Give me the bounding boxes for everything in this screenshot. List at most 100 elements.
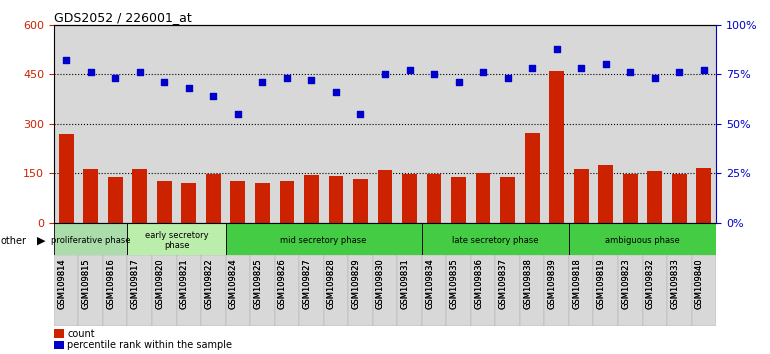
Bar xyxy=(226,223,422,258)
Text: GSM109826: GSM109826 xyxy=(278,258,287,309)
Point xyxy=(575,65,588,71)
Point xyxy=(403,68,416,73)
Bar xyxy=(397,255,422,326)
Bar xyxy=(176,255,201,326)
Text: GSM109838: GSM109838 xyxy=(523,258,532,309)
Text: GSM109822: GSM109822 xyxy=(204,258,213,309)
Text: GSM109839: GSM109839 xyxy=(547,258,557,309)
Bar xyxy=(348,255,373,326)
Text: GSM109831: GSM109831 xyxy=(400,258,410,309)
Text: GSM109837: GSM109837 xyxy=(499,258,507,309)
Bar xyxy=(128,223,226,258)
Bar xyxy=(226,255,250,326)
Bar xyxy=(108,177,122,223)
Bar xyxy=(128,255,152,326)
Bar xyxy=(54,255,79,326)
Bar xyxy=(250,255,275,326)
Bar xyxy=(648,171,662,223)
Point xyxy=(60,58,72,63)
Point xyxy=(133,69,146,75)
Bar xyxy=(300,255,323,326)
Text: proliferative phase: proliferative phase xyxy=(51,236,130,245)
Text: GSM109840: GSM109840 xyxy=(695,258,704,309)
Text: GSM109828: GSM109828 xyxy=(327,258,336,309)
Text: GSM109819: GSM109819 xyxy=(597,258,606,309)
Text: count: count xyxy=(68,329,95,339)
Text: GDS2052 / 226001_at: GDS2052 / 226001_at xyxy=(54,11,192,24)
Text: GSM109829: GSM109829 xyxy=(351,258,360,309)
Text: GSM109815: GSM109815 xyxy=(82,258,91,309)
Bar xyxy=(569,255,594,326)
Text: GSM109822: GSM109822 xyxy=(204,258,213,309)
Text: GSM109837: GSM109837 xyxy=(499,258,507,309)
Bar xyxy=(667,255,691,326)
Bar xyxy=(569,223,716,258)
Text: ambiguous phase: ambiguous phase xyxy=(605,236,680,245)
Bar xyxy=(427,174,441,223)
Text: late secretory phase: late secretory phase xyxy=(452,236,539,245)
Bar xyxy=(230,181,245,223)
Bar xyxy=(672,174,687,223)
Text: GSM109821: GSM109821 xyxy=(179,258,189,309)
Point xyxy=(207,93,219,99)
Text: early secretory
phase: early secretory phase xyxy=(145,231,209,250)
Bar xyxy=(54,329,63,338)
Text: GSM109838: GSM109838 xyxy=(523,258,532,309)
Bar xyxy=(402,174,417,223)
Text: other: other xyxy=(1,236,27,246)
Point xyxy=(158,79,170,85)
Bar xyxy=(447,255,470,326)
Bar xyxy=(79,255,103,326)
Point xyxy=(85,69,97,75)
Text: percentile rank within the sample: percentile rank within the sample xyxy=(68,340,233,350)
Bar xyxy=(275,255,300,326)
Text: GSM109828: GSM109828 xyxy=(327,258,336,309)
Text: GSM109830: GSM109830 xyxy=(376,258,385,309)
Text: GSM109818: GSM109818 xyxy=(572,258,581,309)
Bar xyxy=(618,255,642,326)
Bar xyxy=(59,134,73,223)
Bar xyxy=(422,255,447,326)
Text: GSM109815: GSM109815 xyxy=(82,258,91,309)
Bar xyxy=(157,181,172,223)
Point xyxy=(305,78,317,83)
Text: GSM109832: GSM109832 xyxy=(646,258,654,309)
Point xyxy=(624,69,637,75)
Text: GSM109814: GSM109814 xyxy=(57,258,66,309)
Text: GSM109825: GSM109825 xyxy=(253,258,263,309)
Text: GSM109829: GSM109829 xyxy=(351,258,360,309)
Bar xyxy=(132,169,147,223)
Bar xyxy=(549,71,564,223)
Bar xyxy=(574,170,588,223)
Point xyxy=(379,72,391,77)
Point xyxy=(648,75,661,81)
Bar xyxy=(525,133,540,223)
Bar xyxy=(206,174,221,223)
Bar xyxy=(280,181,294,223)
Point xyxy=(526,65,538,71)
Bar xyxy=(495,255,520,326)
Text: GSM109818: GSM109818 xyxy=(572,258,581,309)
Bar xyxy=(451,177,466,223)
Text: GSM109821: GSM109821 xyxy=(179,258,189,309)
Point xyxy=(428,72,440,77)
Point xyxy=(182,85,195,91)
Bar xyxy=(470,255,495,326)
Bar xyxy=(103,255,128,326)
Point xyxy=(330,89,342,95)
Text: GSM109833: GSM109833 xyxy=(671,258,679,309)
Bar xyxy=(83,170,98,223)
Point xyxy=(698,68,710,73)
Bar xyxy=(476,173,490,223)
Point xyxy=(232,111,244,117)
Text: GSM109820: GSM109820 xyxy=(156,258,164,309)
Text: mid secretory phase: mid secretory phase xyxy=(280,236,367,245)
Point xyxy=(281,75,293,81)
Bar xyxy=(323,255,348,326)
Text: GSM109834: GSM109834 xyxy=(425,258,434,309)
Text: ▶: ▶ xyxy=(37,236,45,246)
Text: GSM109825: GSM109825 xyxy=(253,258,263,309)
Text: GSM109817: GSM109817 xyxy=(131,258,139,309)
Text: GSM109834: GSM109834 xyxy=(425,258,434,309)
Point xyxy=(453,79,465,85)
